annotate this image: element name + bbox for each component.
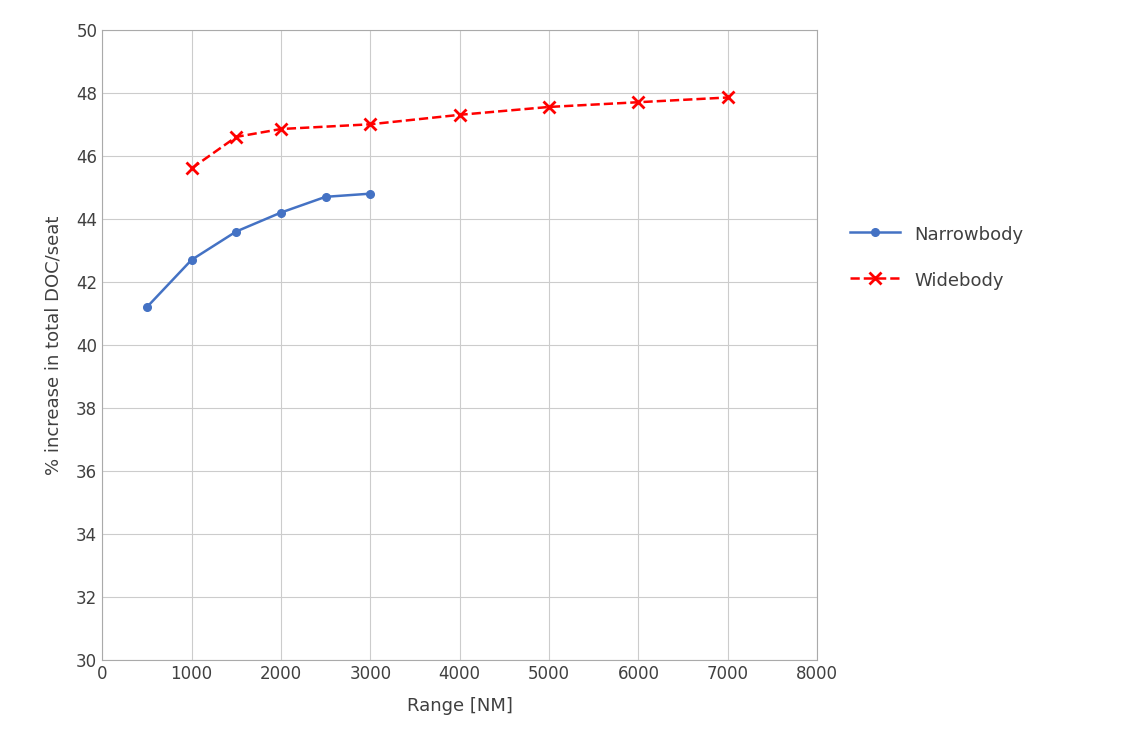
Line: Widebody: Widebody	[185, 91, 734, 174]
Widebody	[543, 102, 556, 111]
Widebody	[274, 125, 287, 134]
Narrowbody	[185, 255, 199, 264]
X-axis label: Range [NM]: Range [NM]	[406, 697, 513, 715]
Narrowbody	[140, 303, 153, 312]
Widebody	[721, 93, 734, 102]
Narrowbody	[274, 208, 287, 217]
Widebody	[229, 132, 243, 141]
Widebody	[185, 164, 199, 173]
Widebody	[631, 98, 645, 107]
Line: Narrowbody: Narrowbody	[143, 190, 375, 311]
Narrowbody	[363, 189, 377, 198]
Narrowbody	[229, 227, 243, 236]
Widebody	[453, 111, 466, 119]
Widebody	[363, 120, 377, 129]
Y-axis label: % increase in total DOC/seat: % increase in total DOC/seat	[44, 215, 62, 475]
Legend: Narrowbody, Widebody: Narrowbody, Widebody	[841, 215, 1033, 299]
Narrowbody	[319, 192, 333, 201]
